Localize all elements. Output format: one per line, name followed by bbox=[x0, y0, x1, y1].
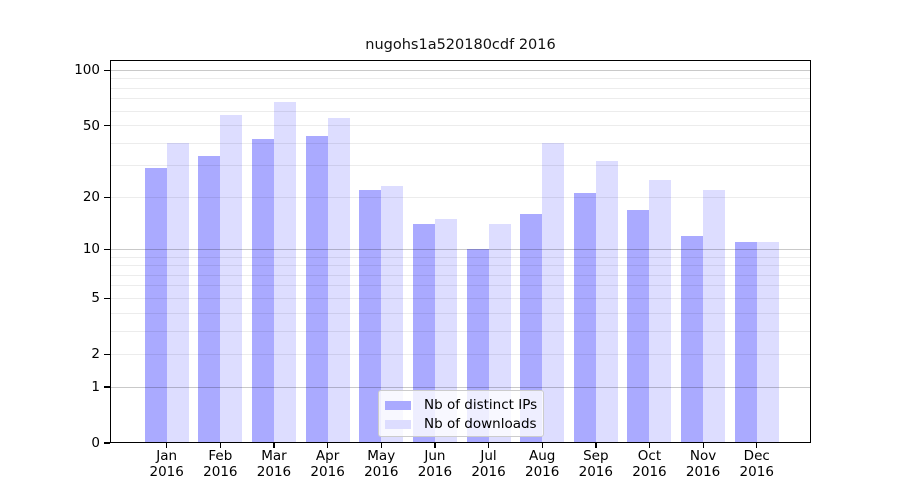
x-tick-label-jan: Jan 2016 bbox=[149, 448, 184, 480]
gridline-minor-20 bbox=[110, 196, 811, 198]
gridline-minor-90 bbox=[110, 78, 811, 80]
x-tick-label-mar: Mar 2016 bbox=[256, 448, 292, 480]
bar-nb-of-distinct-ips-feb bbox=[198, 155, 221, 443]
y-tick-label-5: 5 bbox=[91, 290, 100, 307]
bar-nb-of-distinct-ips-oct bbox=[627, 209, 650, 443]
x-tick-label-may: May 2016 bbox=[364, 448, 399, 480]
gridline-minor-6 bbox=[110, 285, 811, 287]
x-tick-label-nov: Nov 2016 bbox=[685, 448, 721, 480]
y-tick-label-10: 10 bbox=[82, 241, 100, 258]
bar-nb-of-distinct-ips-may bbox=[359, 189, 382, 443]
x-tick-aug bbox=[541, 443, 543, 448]
bar-nb-of-downloads-aug bbox=[542, 143, 565, 443]
x-tick-label-aug: Aug 2016 bbox=[524, 448, 560, 480]
y-tick-label-20: 20 bbox=[82, 189, 100, 206]
gridline-minor-80 bbox=[110, 87, 811, 89]
x-tick-nov bbox=[702, 443, 704, 448]
bar-nb-of-downloads-nov bbox=[703, 189, 726, 443]
gridline-minor-4 bbox=[110, 312, 811, 314]
x-tick-sep bbox=[595, 443, 597, 448]
y-tick-label-100: 100 bbox=[74, 62, 100, 79]
x-tick-label-jun: Jun 2016 bbox=[417, 448, 453, 480]
y-tick-10 bbox=[104, 248, 110, 250]
bar-nb-of-distinct-ips-jun bbox=[412, 224, 435, 443]
x-tick-apr bbox=[327, 443, 329, 448]
x-tick-label-dec: Dec 2016 bbox=[739, 448, 774, 480]
gridline-major-100 bbox=[110, 69, 811, 71]
gridline-minor-30 bbox=[110, 165, 811, 167]
bar-nb-of-distinct-ips-sep bbox=[573, 193, 596, 443]
plot-area bbox=[110, 60, 811, 443]
x-tick-label-apr: Apr 2016 bbox=[310, 448, 345, 480]
x-tick-jun bbox=[434, 443, 436, 448]
bar-nb-of-distinct-ips-mar bbox=[251, 139, 274, 443]
legend-label-distinct-ips: Nb of distinct IPs bbox=[424, 397, 538, 413]
legend: Nb of distinct IPs Nb of downloads bbox=[378, 390, 544, 437]
x-tick-label-oct: Oct 2016 bbox=[632, 448, 667, 480]
gridline-minor-70 bbox=[110, 98, 811, 100]
x-tick-label-sep: Sep 2016 bbox=[578, 448, 613, 480]
x-tick-may bbox=[380, 443, 382, 448]
gridline-minor-50 bbox=[110, 125, 811, 127]
gridline-minor-5 bbox=[110, 297, 811, 299]
y-tick-50 bbox=[104, 124, 110, 127]
y-tick-1 bbox=[104, 386, 110, 388]
bar-nb-of-downloads-mar bbox=[273, 102, 296, 443]
y-tick-20 bbox=[104, 196, 110, 198]
bar-nb-of-distinct-ips-apr bbox=[305, 135, 328, 443]
legend-label-downloads: Nb of downloads bbox=[424, 416, 537, 432]
gridline-minor-7 bbox=[110, 274, 811, 276]
x-tick-dec bbox=[756, 443, 758, 448]
bar-nb-of-downloads-jan bbox=[166, 143, 189, 443]
gridline-minor-3 bbox=[110, 330, 811, 332]
bar-nb-of-downloads-apr bbox=[327, 118, 350, 443]
y-tick-2 bbox=[104, 353, 110, 355]
bar-nb-of-downloads-jun bbox=[434, 219, 457, 443]
x-tick-oct bbox=[648, 443, 651, 448]
gridline-minor-8 bbox=[110, 265, 811, 267]
gridline-major-10 bbox=[110, 248, 811, 250]
gridline-minor-9 bbox=[110, 256, 811, 258]
legend-item-downloads: Nb of downloads bbox=[385, 415, 537, 434]
chart-title: nugohs1a520180cdf 2016 bbox=[365, 37, 556, 53]
bar-nb-of-distinct-ips-nov bbox=[681, 235, 704, 443]
y-tick-label-50: 50 bbox=[82, 117, 100, 134]
bar-nb-of-downloads-may bbox=[381, 186, 404, 443]
legend-swatch-downloads bbox=[385, 420, 411, 429]
x-tick-feb bbox=[219, 443, 222, 448]
gridline-minor-60 bbox=[110, 110, 811, 112]
bar-nb-of-distinct-ips-dec bbox=[734, 242, 757, 443]
bar-nb-of-downloads-oct bbox=[649, 179, 672, 443]
bar-nb-of-distinct-ips-jan bbox=[144, 168, 167, 443]
y-tick-5 bbox=[104, 297, 110, 299]
y-tick-100 bbox=[104, 69, 110, 71]
y-tick-label-0: 0 bbox=[91, 435, 100, 451]
legend-swatch-distinct-ips bbox=[385, 401, 411, 410]
x-tick-label-jul: Jul 2016 bbox=[471, 448, 506, 480]
gridline-major-1 bbox=[110, 386, 811, 388]
y-tick-label-1: 1 bbox=[91, 379, 100, 396]
y-tick-label-2: 2 bbox=[91, 346, 100, 363]
bar-nb-of-downloads-feb bbox=[220, 115, 243, 443]
bar-nb-of-distinct-ips-aug bbox=[520, 214, 543, 443]
gridline-minor-40 bbox=[110, 142, 811, 144]
legend-item-distinct-ips: Nb of distinct IPs bbox=[385, 396, 538, 415]
x-tick-jul bbox=[487, 443, 490, 448]
bar-nb-of-downloads-sep bbox=[595, 160, 618, 443]
gridline-minor-2 bbox=[110, 353, 811, 355]
bar-nb-of-downloads-jul bbox=[488, 224, 511, 443]
y-tick-0 bbox=[104, 442, 110, 444]
bar-nb-of-downloads-dec bbox=[756, 242, 779, 443]
x-tick-jan bbox=[166, 443, 168, 448]
x-tick-label-feb: Feb 2016 bbox=[203, 448, 238, 480]
x-tick-mar bbox=[273, 443, 275, 448]
